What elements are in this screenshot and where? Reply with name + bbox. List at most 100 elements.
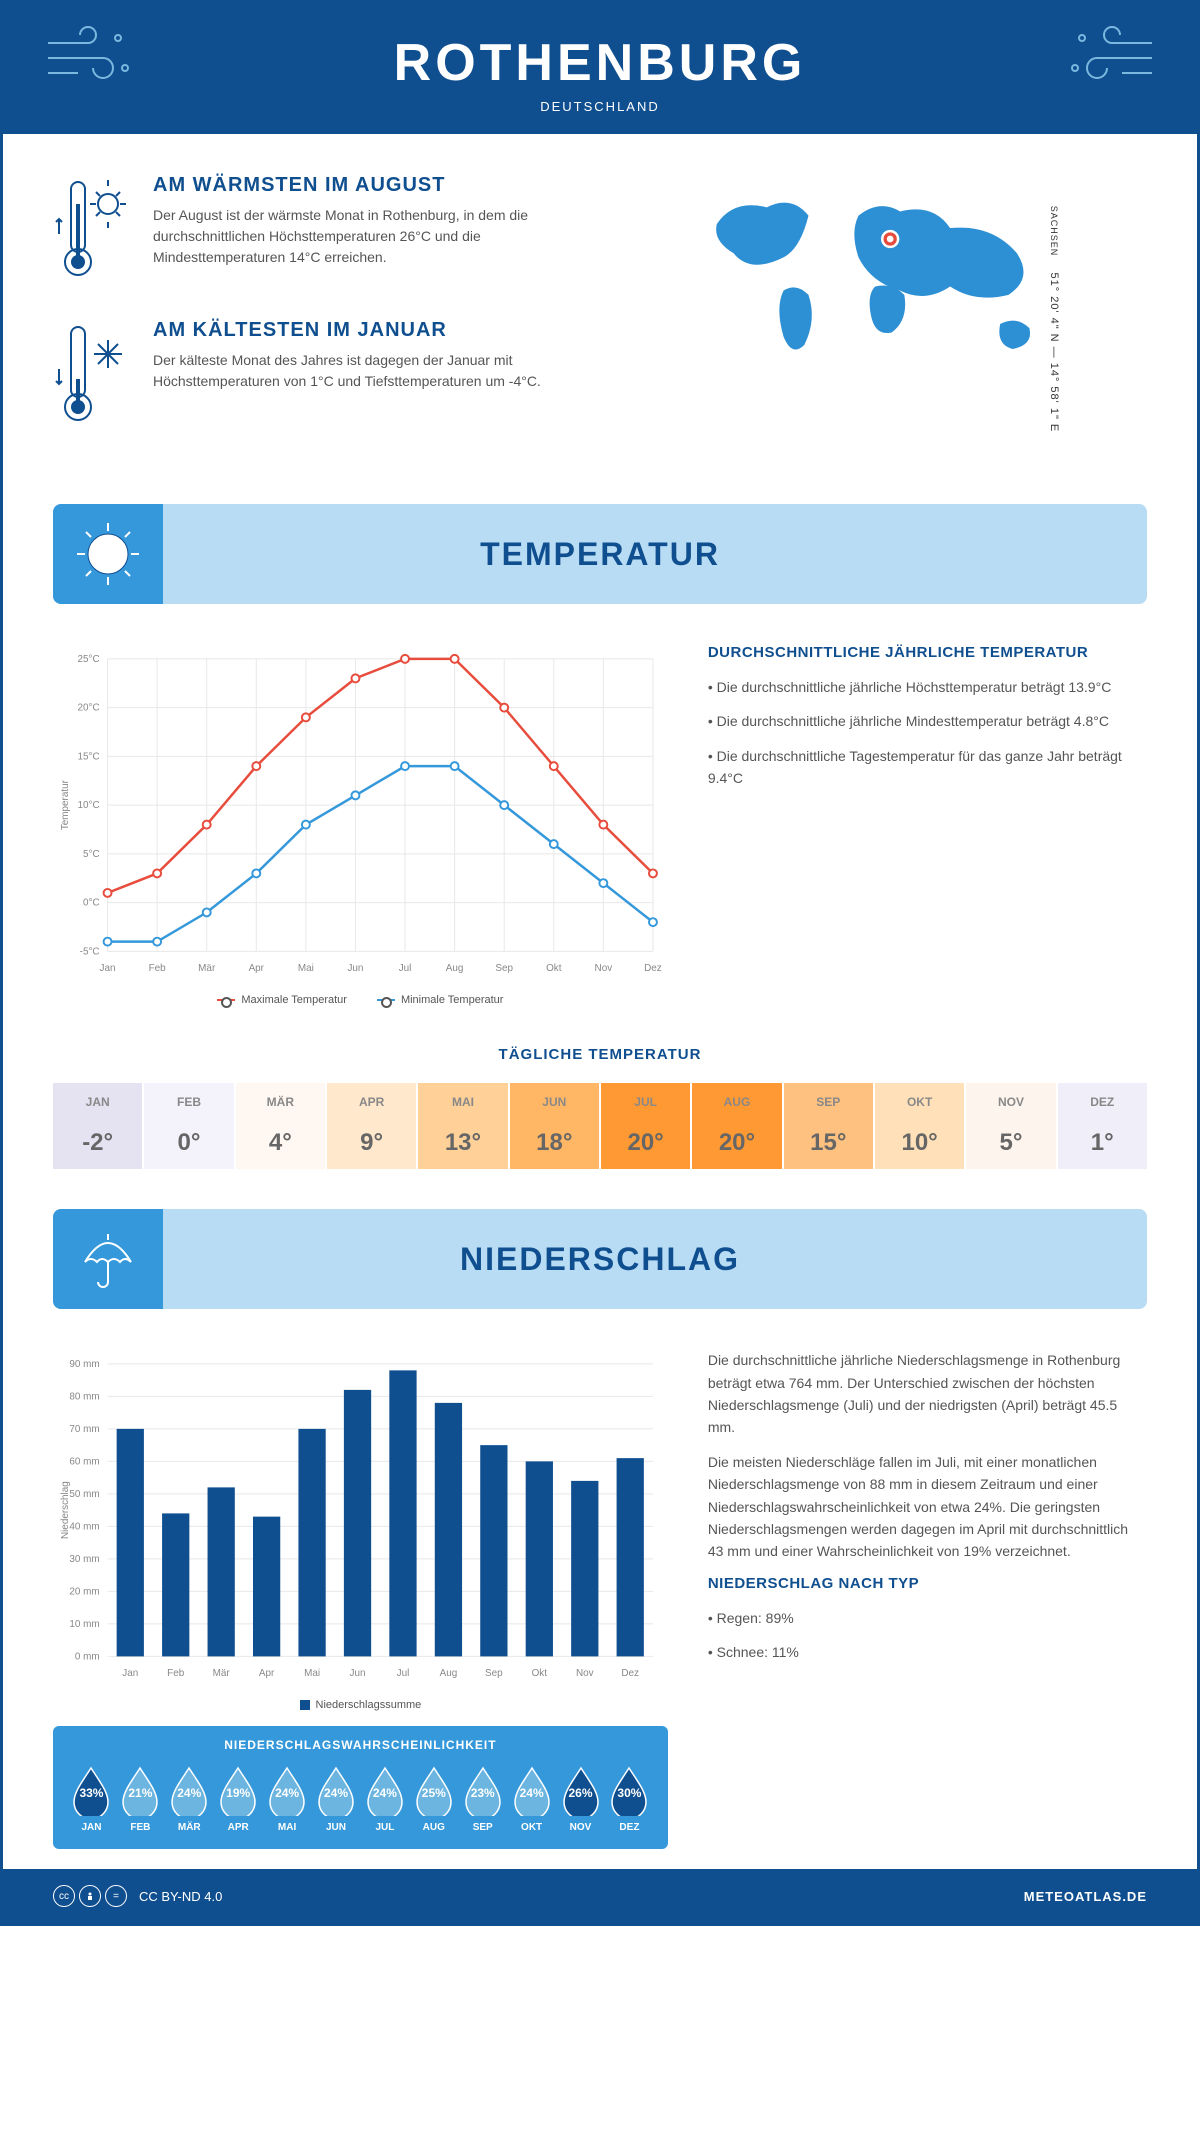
svg-text:Nov: Nov (595, 963, 613, 974)
cc-icons: cc = (53, 1885, 127, 1907)
svg-text:Mär: Mär (198, 963, 216, 974)
svg-text:50 mm: 50 mm (69, 1489, 99, 1500)
sun-icon (53, 504, 163, 604)
svg-text:Aug: Aug (440, 1668, 458, 1679)
svg-text:20°C: 20°C (77, 703, 99, 714)
legend-precip: Niederschlagssumme (300, 1699, 422, 1711)
svg-text:Mai: Mai (304, 1668, 320, 1679)
temperature-banner: TEMPERATUR (53, 504, 1147, 604)
precipitation-bar-chart: 0 mm10 mm20 mm30 mm40 mm50 mm60 mm70 mm8… (53, 1349, 668, 1849)
warmest-title: AM WÄRMSTEN IM AUGUST (153, 174, 580, 197)
probability-drop: 24%JUN (314, 1764, 359, 1833)
daily-temp-cell: NOV5° (966, 1083, 1055, 1169)
precipitation-heading: NIEDERSCHLAG (460, 1241, 740, 1278)
precip-prob-title: NIEDERSCHLAGSWAHRSCHEINLICHKEIT (69, 1738, 652, 1752)
daily-temp-cell: FEB0° (144, 1083, 233, 1169)
probability-drop: 21%FEB (118, 1764, 163, 1833)
city-title: ROTHENBURG (23, 33, 1177, 93)
precipitation-probability: NIEDERSCHLAGSWAHRSCHEINLICHKEIT 33%JAN21… (53, 1726, 668, 1849)
svg-text:Aug: Aug (446, 963, 464, 974)
probability-drop: 26%NOV (558, 1764, 603, 1833)
svg-text:80 mm: 80 mm (69, 1392, 99, 1403)
umbrella-icon (53, 1209, 163, 1309)
precip-type-rain: Regen: 89% (708, 1607, 1147, 1629)
precip-type-title: NIEDERSCHLAG NACH TYP (708, 1575, 1147, 1592)
daily-temperature-section: TÄGLICHE TEMPERATUR JAN-2°FEB0°MÄR4°APR9… (3, 1026, 1197, 1209)
daily-temp-cell: JUL20° (601, 1083, 690, 1169)
svg-text:Temperatur: Temperatur (60, 779, 71, 830)
latitude: 51° 20' 4" N (1048, 273, 1060, 343)
svg-text:Nov: Nov (576, 1668, 594, 1679)
svg-text:5°C: 5°C (83, 849, 100, 860)
infographic-page: ROTHENBURG DEUTSCHLAND AM WÄRMSTEN IM AU… (0, 0, 1200, 1926)
daily-temp-cell: AUG20° (692, 1083, 781, 1169)
intro-section: AM WÄRMSTEN IM AUGUST Der August ist der… (3, 134, 1197, 504)
svg-text:Feb: Feb (149, 963, 167, 974)
temperature-heading: TEMPERATUR (480, 536, 720, 573)
svg-text:10 mm: 10 mm (69, 1619, 99, 1630)
map-area: SACHSEN 51° 20' 4" N — 14° 58' 1" E (620, 174, 1147, 464)
svg-text:Jun: Jun (347, 963, 363, 974)
svg-text:Feb: Feb (167, 1668, 185, 1679)
by-icon (79, 1885, 101, 1907)
svg-text:-5°C: -5°C (80, 946, 100, 957)
probability-drop: 30%DEZ (607, 1764, 652, 1833)
coldest-title: AM KÄLTESTEN IM JANUAR (153, 319, 580, 342)
precip-p1: Die durchschnittliche jährliche Niedersc… (708, 1349, 1147, 1439)
probability-drop: 25%AUG (411, 1764, 456, 1833)
svg-text:30 mm: 30 mm (69, 1554, 99, 1565)
coldest-stat: AM KÄLTESTEN IM JANUAR Der kälteste Mona… (53, 319, 580, 434)
probability-drop: 33%JAN (69, 1764, 114, 1833)
warmest-stat: AM WÄRMSTEN IM AUGUST Der August ist der… (53, 174, 580, 289)
svg-text:Jan: Jan (100, 963, 116, 974)
bar-chart-legend: Niederschlagssumme (53, 1699, 668, 1711)
svg-text:0°C: 0°C (83, 898, 100, 909)
svg-text:Mai: Mai (298, 963, 314, 974)
svg-text:Apr: Apr (259, 1668, 275, 1679)
svg-text:Jul: Jul (397, 1668, 410, 1679)
thermometer-cold-icon (53, 319, 133, 434)
svg-text:Dez: Dez (621, 1668, 639, 1679)
coldest-text: Der kälteste Monat des Jahres ist dagege… (153, 350, 580, 392)
probability-drops: 33%JAN21%FEB24%MÄR19%APR24%MAI24%JUN24%J… (69, 1764, 652, 1833)
daily-temp-cell: SEP15° (784, 1083, 873, 1169)
legend-min: Minimale Temperatur (377, 994, 504, 1006)
svg-text:40 mm: 40 mm (69, 1522, 99, 1533)
precipitation-chart-row: 0 mm10 mm20 mm30 mm40 mm50 mm60 mm70 mm8… (3, 1329, 1197, 1869)
svg-text:60 mm: 60 mm (69, 1457, 99, 1468)
temp-summary-item: Die durchschnittliche Tagestemperatur fü… (708, 745, 1147, 790)
cc-icon: cc (53, 1885, 75, 1907)
header: ROTHENBURG DEUTSCHLAND (3, 3, 1197, 134)
daily-temp-grid: JAN-2°FEB0°MÄR4°APR9°MAI13°JUN18°JUL20°A… (53, 1083, 1147, 1169)
precip-type-snow: Schnee: 11% (708, 1641, 1147, 1663)
daily-temp-cell: JUN18° (510, 1083, 599, 1169)
temp-summary-item: Die durchschnittliche jährliche Mindestt… (708, 710, 1147, 732)
world-map-icon (620, 174, 1147, 374)
svg-text:25°C: 25°C (77, 654, 99, 665)
svg-text:Okt: Okt (532, 1668, 548, 1679)
footer: cc = CC BY-ND 4.0 METEOATLAS.DE (3, 1869, 1197, 1923)
svg-text:Jul: Jul (399, 963, 412, 974)
svg-text:Apr: Apr (249, 963, 265, 974)
intro-stats: AM WÄRMSTEN IM AUGUST Der August ist der… (53, 174, 580, 464)
license-text: CC BY-ND 4.0 (139, 1889, 222, 1904)
daily-temp-cell: DEZ1° (1058, 1083, 1147, 1169)
daily-temp-cell: OKT10° (875, 1083, 964, 1169)
longitude: 14° 58' 1" E (1048, 363, 1060, 433)
probability-drop: 19%APR (216, 1764, 261, 1833)
line-chart-legend: Maximale Temperatur Minimale Temperatur (53, 994, 668, 1006)
footer-site: METEOATLAS.DE (1024, 1889, 1147, 1904)
probability-drop: 24%OKT (509, 1764, 554, 1833)
svg-text:70 mm: 70 mm (69, 1424, 99, 1435)
daily-temp-cell: JAN-2° (53, 1083, 142, 1169)
daily-temp-cell: APR9° (327, 1083, 416, 1169)
wind-icon (1057, 23, 1157, 83)
probability-drop: 23%SEP (460, 1764, 505, 1833)
svg-text:Sep: Sep (495, 963, 513, 974)
region-label: SACHSEN (1049, 206, 1059, 257)
svg-text:Mär: Mär (213, 1668, 231, 1679)
nd-icon: = (105, 1885, 127, 1907)
temperature-chart-row: -5°C0°C5°C10°C15°C20°C25°CJanFebMärAprMa… (3, 624, 1197, 1026)
precipitation-summary: Die durchschnittliche jährliche Niedersc… (708, 1349, 1147, 1849)
probability-drop: 24%MAI (265, 1764, 310, 1833)
